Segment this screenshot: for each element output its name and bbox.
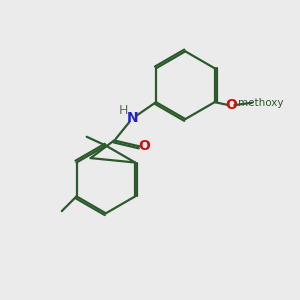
Text: O: O <box>139 139 151 153</box>
Text: H: H <box>119 103 128 117</box>
Text: O: O <box>225 98 237 112</box>
Text: methoxy: methoxy <box>238 98 283 108</box>
Text: N: N <box>127 111 138 125</box>
